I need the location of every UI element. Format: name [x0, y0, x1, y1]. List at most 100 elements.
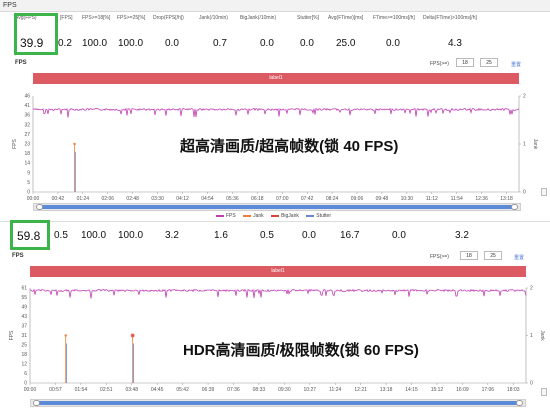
- label-banner-text-bottom: label1: [271, 268, 285, 274]
- x-tick-label: 05:36: [226, 196, 239, 200]
- filter-reset-button-top[interactable]: 重置: [511, 62, 522, 68]
- stat-header-stutter: Stutter[%]: [297, 15, 319, 21]
- stat-ftime100-bottom: 0.0: [392, 230, 406, 241]
- y-tick-label: 49: [21, 305, 27, 311]
- y-tick-label: 31: [21, 333, 27, 339]
- x-tick-label: 01:54: [75, 387, 88, 393]
- stat-fps25-bottom: 100.0: [118, 230, 144, 241]
- scrollbar-thumb-top[interactable]: [40, 205, 514, 209]
- filter-label-top: FPS(>=): [430, 61, 449, 67]
- stat-avg-fps-top: 39.9: [20, 36, 44, 50]
- y-tick-label: 14: [24, 161, 30, 167]
- label-banner-bottom: label1: [30, 266, 526, 277]
- scrollbar-left-handle-top[interactable]: [36, 204, 43, 210]
- x-tick-label: 08:33: [253, 387, 266, 393]
- scrollbar-right-handle-bottom[interactable]: [516, 400, 523, 406]
- section-title-bottom: FPS: [12, 253, 24, 259]
- y-tick-label: 0: [27, 190, 30, 196]
- y-tick-label: 18: [21, 352, 27, 358]
- scrollbar-thumb-bottom[interactable]: [37, 401, 519, 405]
- x-tick-label: 00:00: [27, 196, 40, 200]
- stat-header-fps-18: FPS>=18[%]: [82, 15, 111, 21]
- y-tick-label: 46: [24, 94, 30, 100]
- legend-fps-swatch: [216, 214, 224, 217]
- stat-fps-bottom: 0.5: [54, 230, 68, 241]
- stat-header-fps-25: FPS>=25[%]: [117, 15, 146, 21]
- section-title-top: FPS: [15, 60, 27, 66]
- legend-jank-swatch: [243, 214, 252, 217]
- stat-header-bigjank: BigJank(/10min): [240, 15, 277, 21]
- fps-chart-top: 0 5 9 14 18 23 27 32 36 41 46 0 1 2 FPS Jank 00:00 00:42 0…: [12, 94, 538, 201]
- x-tick-label: 04:12: [176, 196, 189, 200]
- stat-jank-top: 0.7: [213, 38, 227, 49]
- scrollbar-left-handle-bottom[interactable]: [33, 400, 40, 406]
- stat-header-delta-ftime: Delta(FTime)>100ms[/h]: [423, 15, 477, 21]
- x-tick-label: 10:27: [304, 387, 317, 393]
- timeline-scrollbar-top[interactable]: [33, 203, 521, 211]
- x-tick-label: 00:57: [49, 387, 62, 393]
- y2-tick-label: 1: [530, 333, 533, 339]
- y-tick-label: 18: [24, 151, 30, 157]
- legend-bigjank-label: BigJank: [281, 213, 299, 219]
- x-tick-label: 13:18: [500, 196, 513, 200]
- caption-top: 超高清画质/超高帧数(锁 40 FPS): [180, 138, 399, 155]
- y2-axis-label: Jank: [539, 330, 545, 341]
- x-tick-label: 07:42: [301, 196, 314, 200]
- legend-bigjank-swatch: [271, 214, 280, 217]
- timeline-scrollbar-bottom[interactable]: [30, 399, 526, 407]
- x-tick-label: 11:24: [329, 387, 341, 393]
- y-tick-label: 5: [27, 180, 30, 186]
- stat-fps18-top: 100.0: [82, 38, 108, 49]
- x-tick-label: 09:48: [376, 196, 389, 200]
- caption-bottom: HDR高清画质/极限帧数(锁 60 FPS): [183, 342, 419, 359]
- fps-series-line: [29, 288, 527, 299]
- x-tick-label: 09:30: [278, 387, 291, 393]
- highlight-box-top: [14, 13, 58, 55]
- jank-marker: [73, 142, 76, 146]
- fps-series-line: [32, 107, 520, 118]
- stat-fps25-top: 100.0: [118, 38, 144, 49]
- filter-min-input-top[interactable]: [456, 58, 474, 67]
- stat-avgftime-top: 25.0: [336, 38, 356, 49]
- label-banner-top: label1: [33, 73, 519, 84]
- y2-tick-label: 0: [530, 381, 533, 387]
- x-tick-label: 13:18: [380, 387, 393, 393]
- stat-stutter-bottom: 0.0: [302, 230, 316, 241]
- y-tick-label: 9: [27, 170, 30, 176]
- stat-header-fps: [FPS]: [60, 15, 73, 21]
- stat-deltaftime-bottom: 3.2: [455, 230, 469, 241]
- y-tick-label: 32: [24, 122, 30, 128]
- stat-fps18-bottom: 100.0: [81, 230, 107, 241]
- x-tick-label: 00:00: [24, 387, 37, 393]
- stat-deltaftime-top: 4.3: [448, 38, 462, 49]
- stat-header-jank: Jank(/10min): [199, 15, 228, 21]
- panel-separator: [0, 221, 550, 222]
- side-collapse-handle-top[interactable]: [541, 188, 547, 196]
- filter-min-input-bottom[interactable]: [460, 251, 478, 260]
- legend-stutter-label: Stutter: [316, 213, 331, 219]
- stat-fps-top: 0.2: [58, 38, 72, 49]
- x-tick-label: 06:39: [202, 387, 215, 393]
- x-tick-label: 12:21: [354, 387, 367, 393]
- stat-stutter-top: 0.0: [300, 38, 314, 49]
- x-tick-label: 05:42: [176, 387, 189, 393]
- y2-tick-label: 2: [530, 286, 533, 292]
- x-tick-label: 11:54: [451, 196, 463, 200]
- scrollbar-right-handle-top[interactable]: [511, 204, 518, 210]
- x-tick-label: 00:42: [52, 196, 65, 200]
- y-tick-label: 6: [24, 371, 27, 377]
- stat-avgftime-bottom: 16.7: [340, 230, 360, 241]
- x-tick-label: 07:00: [276, 196, 289, 200]
- legend-jank-label: Jank: [253, 213, 264, 219]
- y2-axis-label: Jank: [532, 139, 538, 150]
- filter-reset-button-bottom[interactable]: 重置: [514, 255, 525, 261]
- filter-max-input-top[interactable]: [480, 58, 498, 67]
- filter-max-input-bottom[interactable]: [484, 251, 502, 260]
- y-tick-label: 43: [21, 314, 27, 320]
- side-collapse-handle-bottom[interactable]: [541, 388, 547, 396]
- y-tick-label: 0: [24, 381, 27, 387]
- x-tick-label: 02:48: [126, 196, 139, 200]
- window-title-bar: FPS: [0, 0, 550, 12]
- x-tick-label: 02:06: [102, 196, 115, 200]
